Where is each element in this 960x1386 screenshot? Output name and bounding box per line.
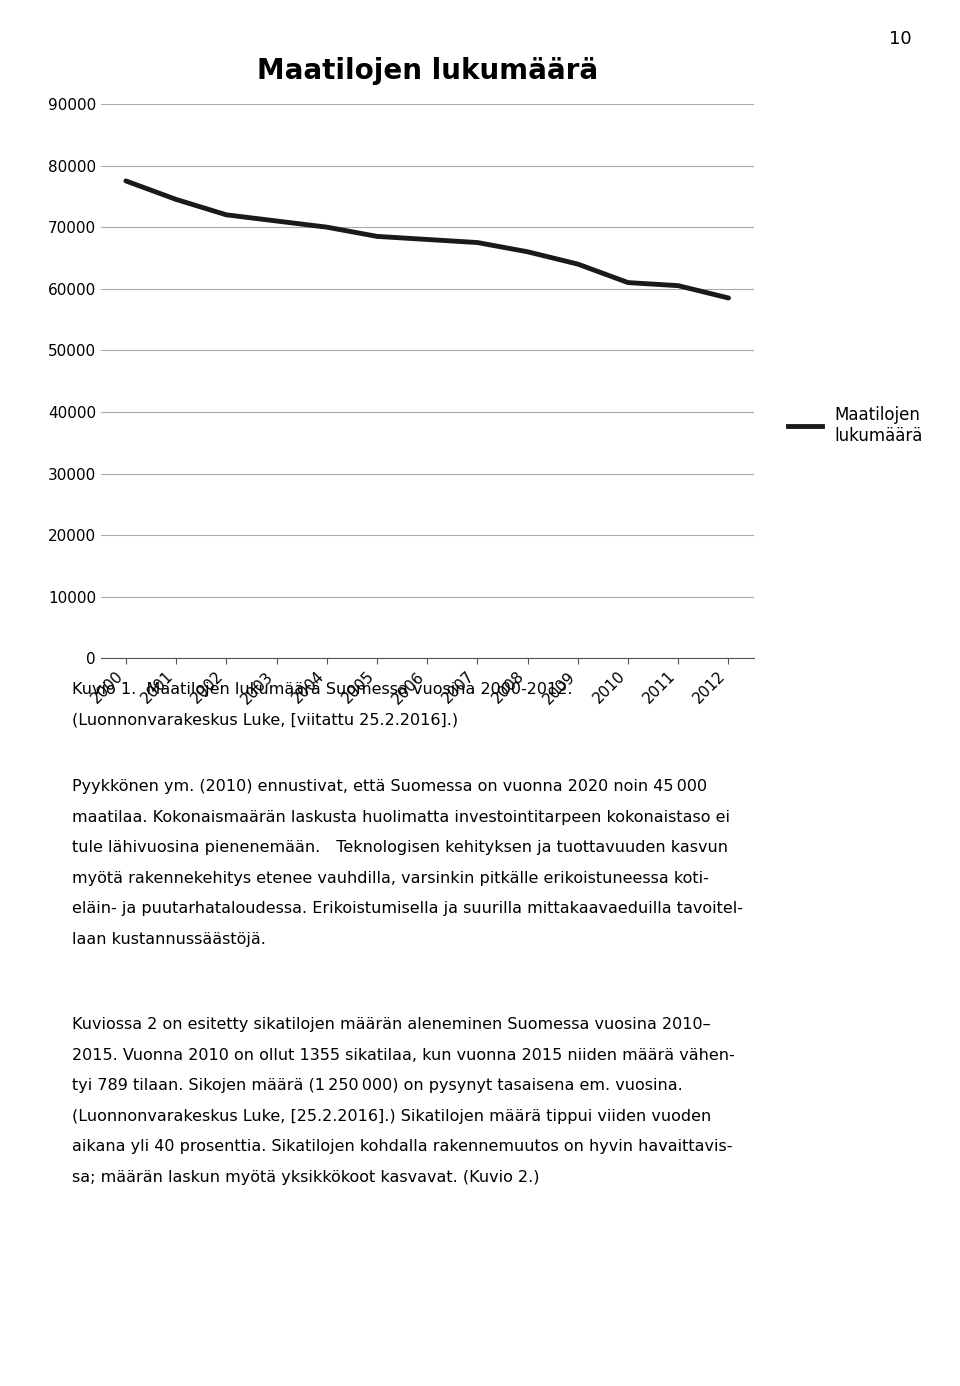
Text: 10: 10 <box>889 30 912 49</box>
Text: eläin- ja puutarhataloudessa. Erikoistumisella ja suurilla mittakaavaeduilla tav: eläin- ja puutarhataloudessa. Erikoistum… <box>72 901 743 916</box>
Text: sa; määrän laskun myötä yksikkökoot kasvavat. (Kuvio 2.): sa; määrän laskun myötä yksikkökoot kasv… <box>72 1170 540 1185</box>
Text: tyi 789 tilaan. Sikojen määrä (1 250 000) on pysynyt tasaisena em. vuosina.: tyi 789 tilaan. Sikojen määrä (1 250 000… <box>72 1078 683 1094</box>
Text: maatilaa. Kokonaismaärän laskusta huolimatta investointitarpeen kokonaistaso ei: maatilaa. Kokonaismaärän laskusta huolim… <box>72 809 730 825</box>
Text: Kuvio 1.  Maatilojen lukumäärä Suomessa vuosina 2000-2012.: Kuvio 1. Maatilojen lukumäärä Suomessa v… <box>72 682 572 697</box>
Text: tule lähivuosina pienenemään. Teknologisen kehityksen ja tuottavuuden kasvun: tule lähivuosina pienenemään. Teknologis… <box>72 840 728 855</box>
Text: (Luonnonvarakeskus Luke, [viitattu 25.2.2016].): (Luonnonvarakeskus Luke, [viitattu 25.2.… <box>72 712 458 728</box>
Text: Kuviossa 2 on esitetty sikatilojen määrän aleneminen Suomessa vuosina 2010–: Kuviossa 2 on esitetty sikatilojen määrä… <box>72 1017 710 1033</box>
Text: (Luonnonvarakeskus Luke, [25.2.2016].) Sikatilojen määrä tippui viiden vuoden: (Luonnonvarakeskus Luke, [25.2.2016].) S… <box>72 1109 711 1124</box>
Text: myötä rakennekehitys etenee vauhdilla, varsinkin pitkälle erikoistuneessa koti-: myötä rakennekehitys etenee vauhdilla, v… <box>72 870 708 886</box>
Legend: Maatilojen
lukumäärä: Maatilojen lukumäärä <box>781 399 930 452</box>
Text: 2015. Vuonna 2010 on ollut 1355 sikatilaa, kun vuonna 2015 niiden määrä vähen-: 2015. Vuonna 2010 on ollut 1355 sikatila… <box>72 1048 734 1063</box>
Text: Pyykkönen ym. (2010) ennustivat, että Suomessa on vuonna 2020 noin 45 000: Pyykkönen ym. (2010) ennustivat, että Su… <box>72 779 708 794</box>
Title: Maatilojen lukumäärä: Maatilojen lukumäärä <box>256 57 598 85</box>
Text: laan kustannussäästöjä.: laan kustannussäästöjä. <box>72 931 266 947</box>
Text: aikana yli 40 prosenttia. Sikatilojen kohdalla rakennemuutos on hyvin havaittavi: aikana yli 40 prosenttia. Sikatilojen ko… <box>72 1139 732 1155</box>
